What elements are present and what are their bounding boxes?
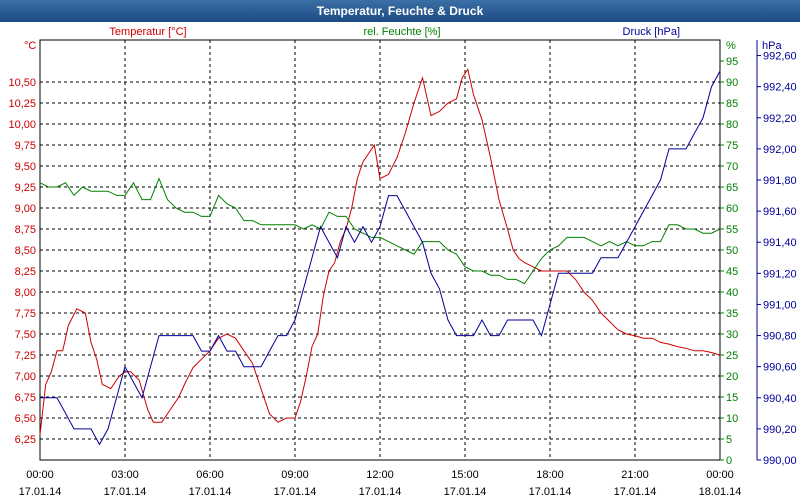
x-tick-time: 15:00 bbox=[451, 469, 479, 481]
hum-tick-label: 85 bbox=[726, 98, 738, 110]
hum-tick-label: 90 bbox=[726, 77, 738, 89]
x-tick-date: 17.01.14 bbox=[19, 486, 62, 498]
temp-tick-label: 7,00 bbox=[15, 371, 36, 383]
hum-tick-label: 55 bbox=[726, 224, 738, 236]
temp-tick-label: 9,25 bbox=[15, 182, 36, 194]
series-line-humidity bbox=[39, 177, 721, 285]
x-tick-time: 21:00 bbox=[621, 469, 649, 481]
pressure-tick-label: 992,20 bbox=[763, 113, 797, 125]
temp-tick-label: 6,75 bbox=[15, 392, 36, 404]
pressure-tick-label: 990,20 bbox=[763, 424, 797, 436]
temp-tick-label: 8,75 bbox=[15, 224, 36, 236]
x-tick-date: 17.01.14 bbox=[104, 486, 147, 498]
temp-tick-label: 9,00 bbox=[15, 203, 36, 215]
pressure-tick-label: 992,00 bbox=[763, 144, 797, 156]
temp-tick-label: 8,25 bbox=[15, 266, 36, 278]
pressure-tick-label: 992,60 bbox=[763, 51, 797, 63]
hum-tick-label: 65 bbox=[726, 182, 738, 194]
temp-tick-label: 9,50 bbox=[15, 161, 36, 173]
temp-tick-label: 8,50 bbox=[15, 245, 36, 257]
hum-tick-label: 60 bbox=[726, 203, 738, 215]
x-tick-date: 17.01.14 bbox=[529, 486, 572, 498]
x-tick-time: 09:00 bbox=[281, 469, 309, 481]
temp-axis-unit: °C bbox=[24, 40, 36, 52]
hum-tick-label: 30 bbox=[726, 329, 738, 341]
temp-tick-label: 7,75 bbox=[15, 308, 36, 320]
hum-tick-label: 5 bbox=[726, 434, 732, 446]
x-tick-time: 00:00 bbox=[26, 469, 54, 481]
x-tick-time: 06:00 bbox=[196, 469, 224, 481]
temp-tick-label: 6,25 bbox=[15, 434, 36, 446]
temp-tick-label: 7,50 bbox=[15, 329, 36, 341]
hum-tick-label: 95 bbox=[726, 56, 738, 68]
x-tick-date: 17.01.14 bbox=[274, 486, 317, 498]
legend-entry-2: rel. Feuchte [%] bbox=[363, 26, 440, 38]
hum-tick-label: 80 bbox=[726, 119, 738, 131]
pressure-tick-label: 991,80 bbox=[763, 175, 797, 187]
pressure-tick-label: 990,80 bbox=[763, 331, 797, 343]
hum-tick-label: 25 bbox=[726, 350, 738, 362]
hum-tick-label: 45 bbox=[726, 266, 738, 278]
x-tick-date: 18.01.14 bbox=[699, 486, 742, 498]
temp-tick-label: 10,00 bbox=[8, 119, 36, 131]
x-tick-date: 17.01.14 bbox=[189, 486, 232, 498]
hum-tick-label: 15 bbox=[726, 392, 738, 404]
legend-entry-3: Druck [hPa] bbox=[623, 26, 680, 38]
legend-entry-1: Temperatur [°C] bbox=[109, 26, 186, 38]
hum-tick-label: 40 bbox=[726, 287, 738, 299]
x-tick-date: 17.01.14 bbox=[614, 486, 657, 498]
x-tick-time: 00:00 bbox=[706, 469, 734, 481]
series-line-temperature bbox=[39, 68, 721, 435]
pressure-tick-label: 991,60 bbox=[763, 206, 797, 218]
x-tick-date: 17.01.14 bbox=[359, 486, 402, 498]
x-tick-time: 03:00 bbox=[111, 469, 139, 481]
hum-tick-label: 70 bbox=[726, 161, 738, 173]
pressure-tick-label: 990,40 bbox=[763, 393, 797, 405]
pressure-tick-label: 991,20 bbox=[763, 268, 797, 280]
pressure-tick-label: 991,00 bbox=[763, 299, 797, 311]
temp-tick-label: 10,25 bbox=[8, 98, 36, 110]
x-tick-time: 12:00 bbox=[366, 469, 394, 481]
hum-tick-label: 10 bbox=[726, 413, 738, 425]
pressure-axis-unit: hPa bbox=[762, 40, 782, 52]
chart-title: Temperatur, Feuchte & Druck bbox=[0, 0, 800, 22]
hum-axis-unit: % bbox=[726, 40, 736, 52]
temp-tick-label: 9,75 bbox=[15, 140, 36, 152]
hum-tick-label: 75 bbox=[726, 140, 738, 152]
pressure-tick-label: 990,60 bbox=[763, 362, 797, 374]
temp-tick-label: 6,50 bbox=[15, 413, 36, 425]
temp-tick-label: 7,25 bbox=[15, 350, 36, 362]
hum-tick-label: 50 bbox=[726, 245, 738, 257]
hum-tick-label: 0 bbox=[726, 455, 732, 467]
hum-tick-label: 35 bbox=[726, 308, 738, 320]
pressure-tick-label: 990,00 bbox=[763, 455, 797, 467]
hum-tick-label: 20 bbox=[726, 371, 738, 383]
pressure-tick-label: 991,40 bbox=[763, 237, 797, 249]
temp-tick-label: 10,50 bbox=[8, 77, 36, 89]
pressure-tick-label: 992,40 bbox=[763, 82, 797, 94]
x-tick-time: 18:00 bbox=[536, 469, 564, 481]
x-tick-date: 17.01.14 bbox=[444, 486, 487, 498]
series-line-pressure bbox=[40, 70, 721, 446]
temp-tick-label: 8,00 bbox=[15, 287, 36, 299]
